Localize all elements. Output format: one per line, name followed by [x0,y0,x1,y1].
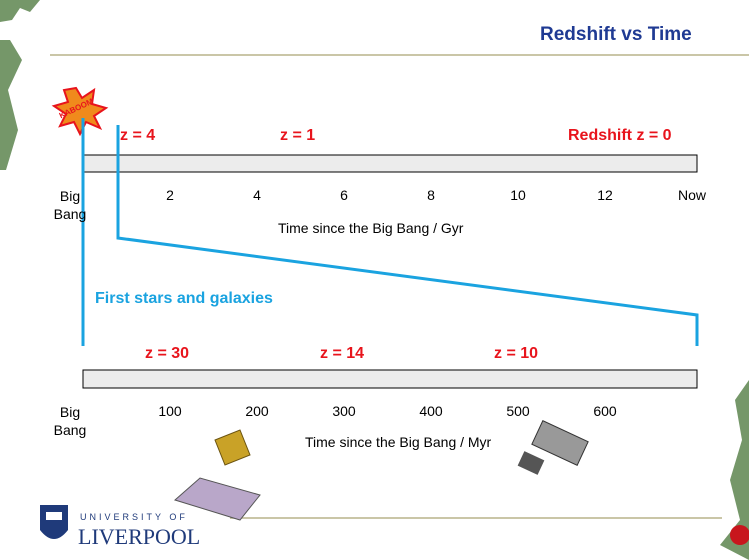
slide-title: Redshift vs Time [540,24,692,45]
tick-label: 12 [597,187,613,203]
tick-label: Big Bang [53,404,87,438]
logo-shield [40,505,68,539]
redshift-label: Redshift z = 0 [568,127,672,144]
tick-label: 400 [419,403,443,419]
tick-label: 100 [158,403,182,419]
bow [730,525,749,545]
tick-label: 6 [340,187,348,203]
axis-label: Time since the Big Bang / Myr [305,434,492,450]
decoration-right [720,380,749,560]
logo-top: UNIVERSITY OF [80,512,188,522]
timeline-bar [82,369,698,389]
tick-label: 600 [593,403,617,419]
redshift-label: z = 4 [120,127,156,144]
axis-label: Time since the Big Bang / Gyr [278,220,464,236]
annotation: First stars and galaxies [95,290,273,307]
jwst-icon [173,429,261,521]
tick-label: 300 [332,403,356,419]
tick-label: 500 [506,403,530,419]
tick-label: 10 [510,187,526,203]
hubble-icon [517,419,589,475]
timeline-bar [82,154,698,173]
tick-label: 4 [253,187,261,203]
tick-label: 2 [166,187,174,203]
decoration-left [0,0,40,170]
redshift-label: z = 1 [280,127,316,144]
tick-label: Big Bang [53,188,87,222]
redshift-label: z = 10 [494,345,539,362]
tick-label: 8 [427,187,435,203]
zoom-lines [81,118,699,346]
tick-label: 200 [245,403,269,419]
logo-name: LIVERPOOL [78,524,201,549]
redshift-label: z = 14 [320,345,365,362]
tick-label: Now [677,187,707,203]
redshift-label: z = 30 [145,345,190,362]
